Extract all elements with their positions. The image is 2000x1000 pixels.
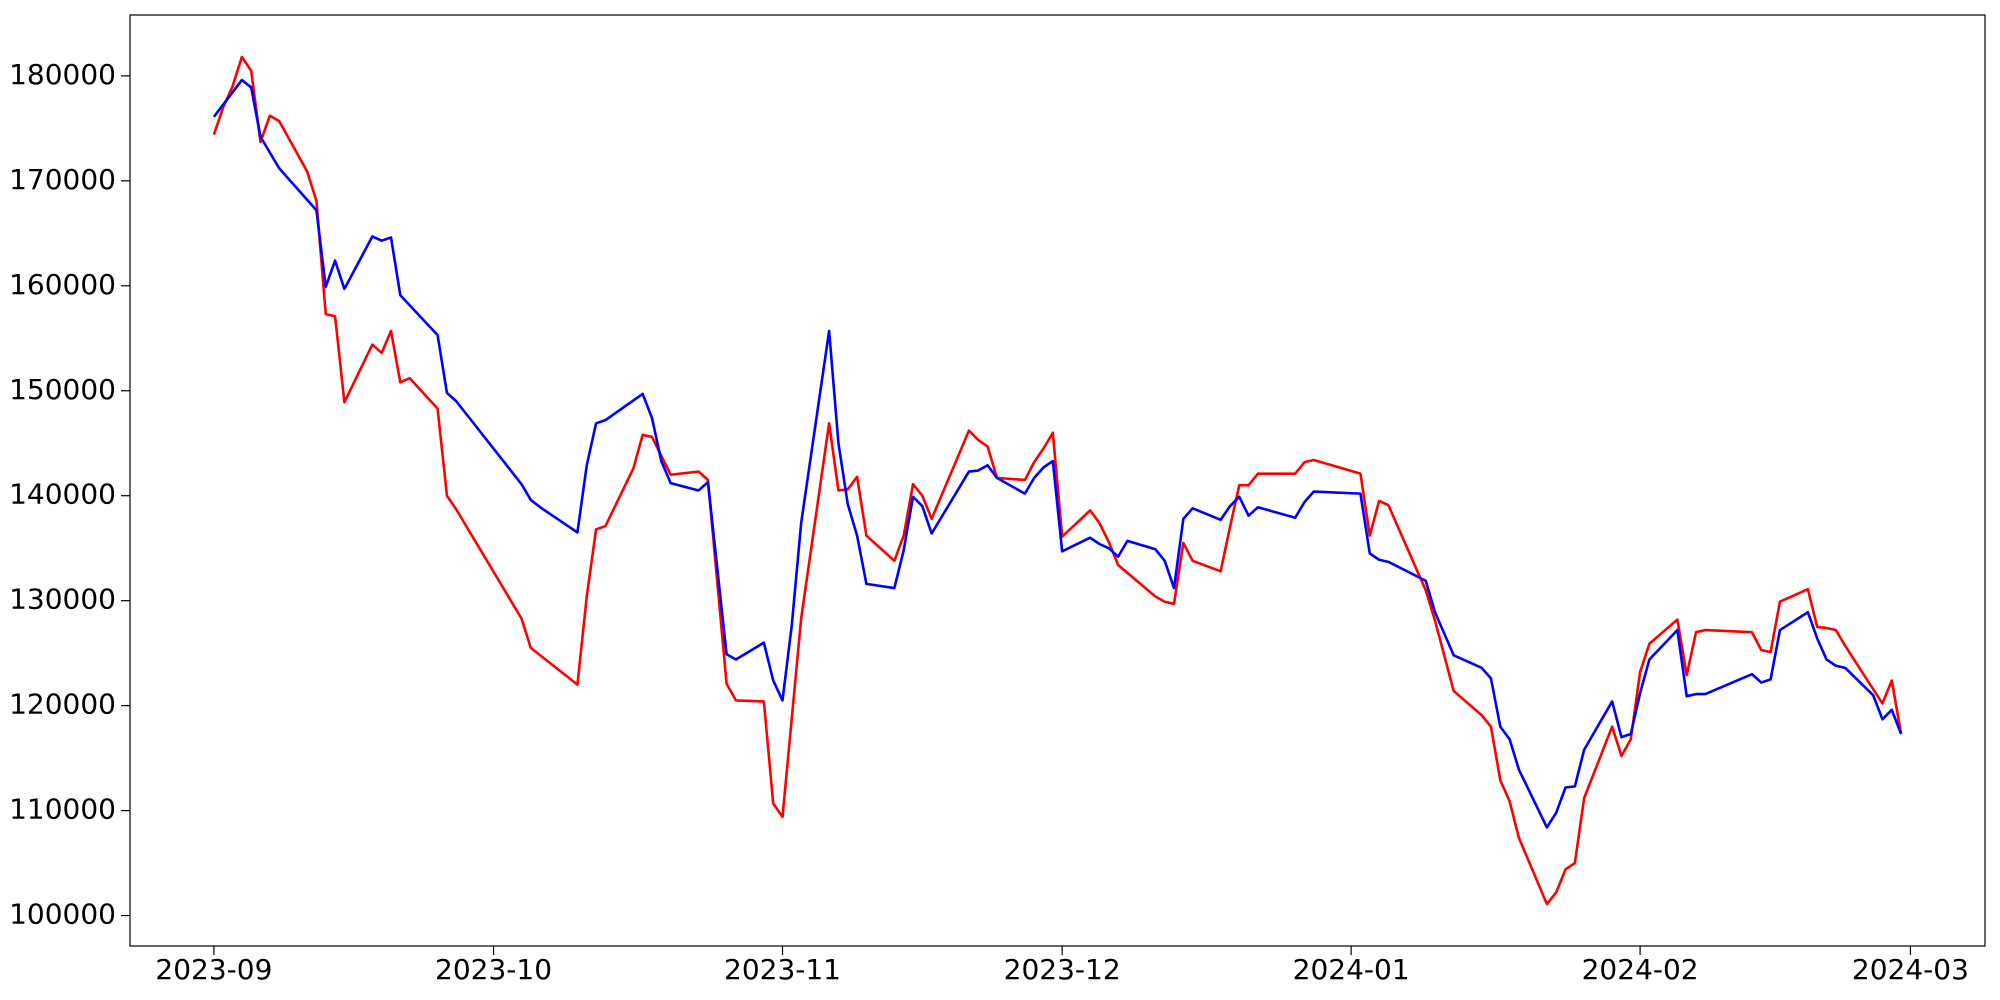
y-tick-label: 170000 bbox=[9, 163, 116, 196]
y-tick-label: 110000 bbox=[9, 793, 116, 826]
x-tick-label: 2024-01 bbox=[1293, 953, 1410, 986]
line bbox=[212, 78, 1903, 829]
x-tick-label: 2023-10 bbox=[435, 953, 552, 986]
x-tick-label: 2024-02 bbox=[1582, 953, 1699, 986]
y-tick-label: 150000 bbox=[9, 373, 116, 406]
y-tick-label: 130000 bbox=[9, 583, 116, 616]
x-tick-label: 2023-09 bbox=[155, 953, 272, 986]
y-tick-label: 140000 bbox=[9, 478, 116, 511]
y-tick-label: 180000 bbox=[9, 58, 116, 91]
x-tick-label: 2023-11 bbox=[724, 953, 841, 986]
y-tick-label: 100000 bbox=[9, 898, 116, 931]
x-tick-label: 2024-03 bbox=[1852, 953, 1969, 986]
plot-frame bbox=[129, 14, 1986, 947]
y-tick-label: 120000 bbox=[9, 688, 116, 721]
y-tick-label: 160000 bbox=[9, 268, 116, 301]
x-tick-label: 2023-12 bbox=[1004, 953, 1121, 986]
line bbox=[212, 55, 1903, 906]
